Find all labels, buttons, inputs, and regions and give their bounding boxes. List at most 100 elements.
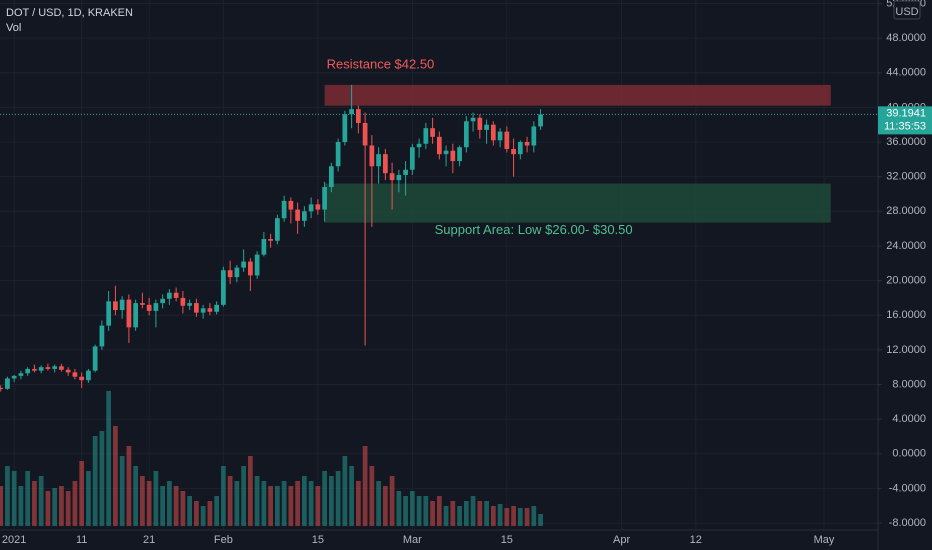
- volume-bar: [450, 501, 456, 526]
- candle-body: [355, 109, 361, 123]
- candle-body: [227, 270, 233, 278]
- volume-bar: [119, 456, 125, 526]
- candle-body: [457, 147, 462, 162]
- volume-bar: [281, 481, 287, 526]
- candle-body: [254, 254, 260, 276]
- volume-bar: [538, 514, 543, 526]
- candle-body: [295, 209, 300, 221]
- x-tick-label: Mar: [403, 534, 422, 546]
- volume-bar: [45, 491, 51, 526]
- volume-bar: [497, 504, 503, 526]
- volume-bar: [349, 466, 354, 526]
- volume-bar: [11, 471, 17, 526]
- volume-bar: [248, 456, 253, 526]
- volume-bar: [369, 466, 375, 526]
- x-tick-label: Apr: [613, 534, 630, 546]
- volume-bar: [32, 481, 37, 526]
- volume-bar: [315, 486, 321, 526]
- candle-body: [221, 270, 226, 305]
- candle-body: [133, 303, 139, 328]
- candle-body: [248, 261, 253, 276]
- candle-body: [517, 142, 523, 155]
- candle-body: [160, 298, 166, 304]
- volume-bar: [362, 446, 368, 526]
- candle-body: [409, 147, 415, 170]
- candle-body: [369, 145, 375, 167]
- y-tick-label: 24.0000: [886, 240, 926, 252]
- candle-body: [180, 297, 186, 306]
- zone-label: Resistance $42.50: [327, 56, 435, 71]
- volume-bar: [167, 481, 172, 526]
- candle-body: [463, 121, 469, 148]
- last-price-label: 39.1941: [886, 107, 926, 119]
- volume-bar: [187, 496, 192, 526]
- volume-bar: [227, 476, 233, 526]
- volume-bar: [463, 501, 469, 526]
- x-tick-label: 12: [690, 534, 702, 546]
- volume-bar: [322, 471, 327, 526]
- candle-body: [335, 142, 341, 167]
- y-tick-label: 36.0000: [886, 136, 926, 148]
- candle-body: [65, 369, 71, 373]
- volume-bar: [72, 481, 78, 526]
- candle-body: [173, 292, 179, 298]
- volume-pane: [0, 391, 543, 526]
- candle-body: [45, 367, 51, 369]
- candle-body: [119, 299, 125, 311]
- volume-bar: [65, 491, 71, 526]
- candle-body: [376, 154, 381, 167]
- volume-bar: [477, 501, 483, 526]
- candle-body: [423, 128, 429, 144]
- volume-bar: [241, 466, 246, 526]
- y-tick-label: -8.0000: [889, 517, 926, 529]
- candle-body: [92, 346, 98, 371]
- volume-bar: [355, 481, 361, 526]
- y-tick-label: 44.0000: [886, 67, 926, 79]
- volume-bar: [302, 476, 307, 526]
- candle-body: [308, 204, 314, 212]
- last-price-tag: [878, 106, 932, 135]
- candle-body: [32, 368, 37, 371]
- volume-bar: [207, 501, 213, 526]
- candle-body: [497, 131, 503, 141]
- volume-bar: [443, 506, 449, 526]
- volume-bar: [0, 486, 4, 526]
- candle-body: [79, 376, 85, 381]
- y-tick-label: -4.0000: [889, 482, 926, 494]
- y-tick-label: 8.0000: [892, 378, 926, 390]
- y-tick-label: 32.0000: [886, 171, 926, 183]
- volume-bar: [18, 486, 24, 526]
- candle-body: [477, 117, 483, 130]
- volume-bar: [234, 481, 240, 526]
- candle-body: [315, 204, 321, 210]
- y-tick-label: 16.0000: [886, 309, 926, 321]
- volume-bar: [38, 476, 44, 526]
- candle-body: [430, 128, 435, 137]
- candle-body: [113, 301, 118, 311]
- candle-body: [349, 109, 354, 115]
- candle-body: [106, 301, 112, 326]
- candle-body: [59, 366, 64, 370]
- volume-bar: [106, 391, 112, 526]
- volume-bar: [396, 491, 402, 526]
- volume-bar: [484, 501, 489, 526]
- volume-bar: [288, 486, 294, 526]
- volume-bar: [86, 471, 91, 526]
- candle-body: [362, 122, 368, 146]
- volume-bar: [25, 471, 31, 526]
- candle-body: [396, 174, 402, 181]
- volume-bar: [79, 461, 85, 526]
- y-tick-label: 28.0000: [886, 205, 926, 217]
- volume-bar: [126, 446, 132, 526]
- volume-label: Vol: [6, 22, 21, 34]
- volume-bar: [133, 466, 139, 526]
- candle-body: [443, 150, 449, 155]
- volume-bar: [409, 491, 415, 526]
- volume-bar: [52, 488, 58, 526]
- volume-bar: [200, 506, 206, 526]
- volume-bar: [254, 476, 260, 526]
- candle-body: [5, 378, 10, 389]
